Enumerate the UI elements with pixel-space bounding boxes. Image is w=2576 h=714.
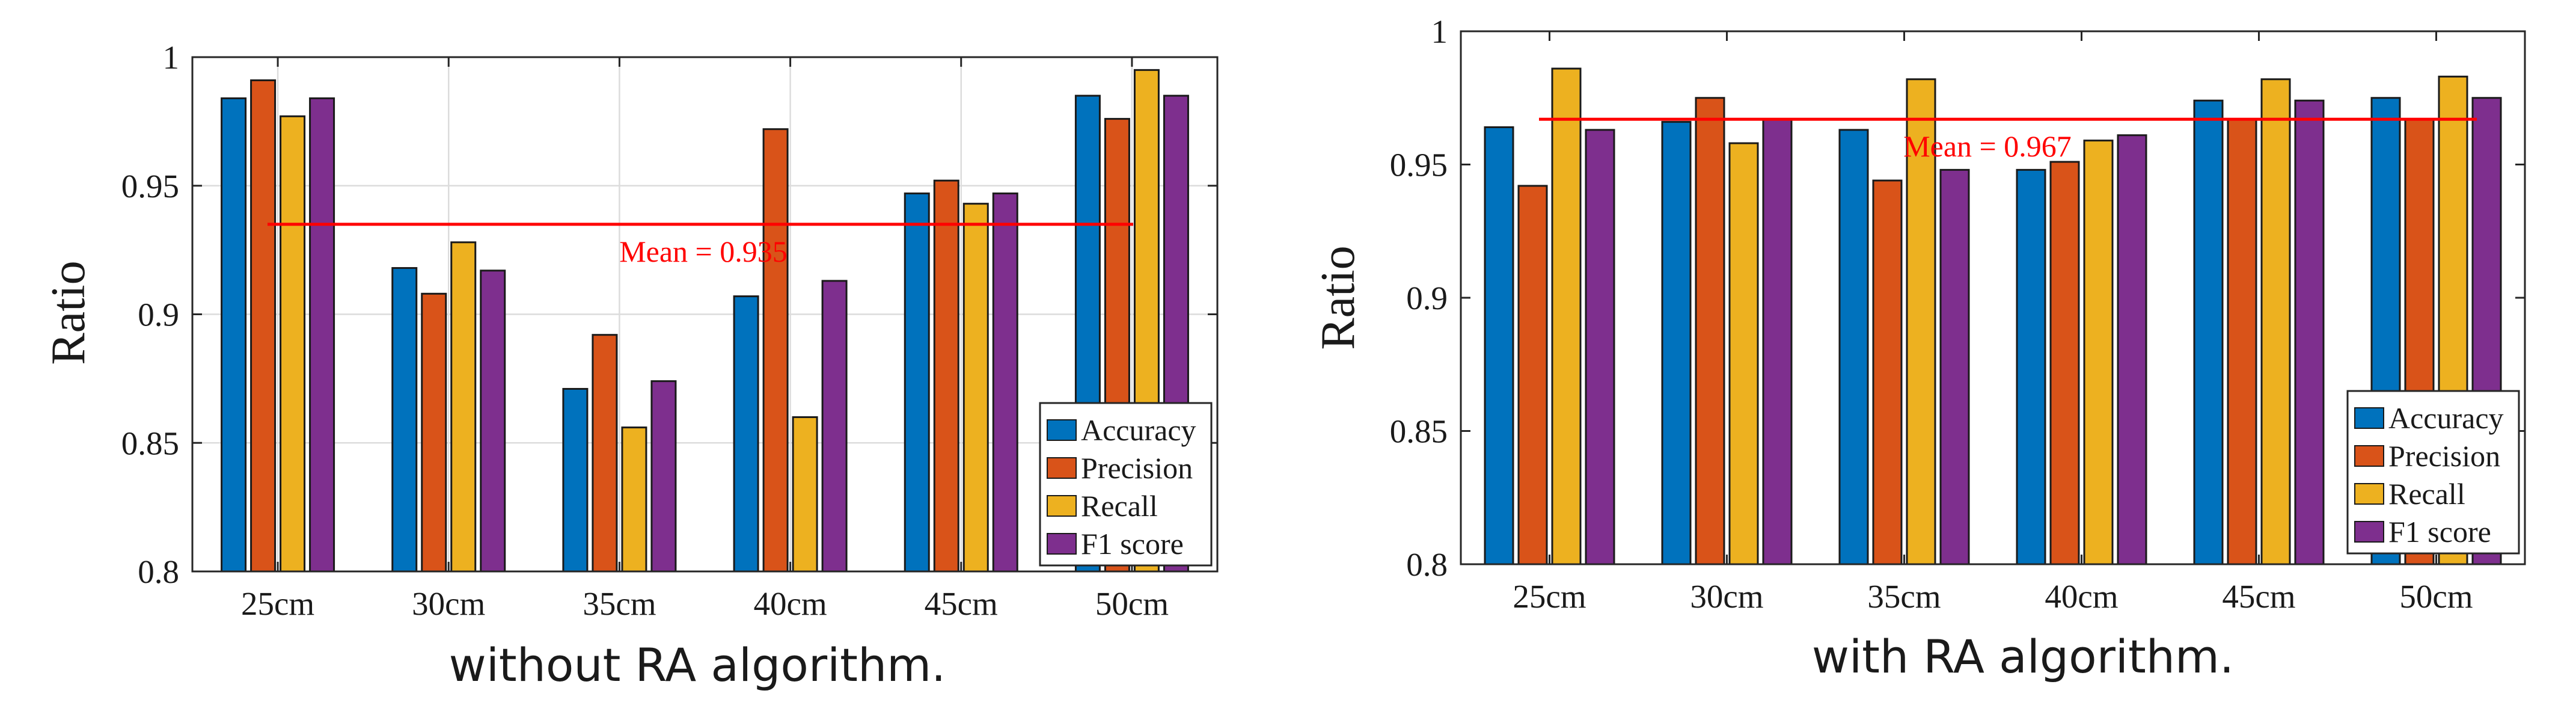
bar-45cm-precision: [933, 179, 959, 573]
bar-30cm-recall: [450, 241, 477, 573]
bar-35cm-recall: [621, 426, 647, 573]
bar-25cm-precision: [1517, 185, 1548, 565]
bar-40cm-recall: [2083, 140, 2114, 565]
bar-35cm-f1-score: [1939, 168, 1970, 565]
bar-25cm-f1-score: [309, 97, 335, 573]
y-tick-label: 0.85: [121, 425, 179, 461]
bar-40cm-accuracy: [2016, 168, 2046, 565]
y-tick-label: 0.8: [138, 553, 179, 590]
x-tick-label: 45cm: [925, 585, 998, 622]
chart-without-ra: 0.8 0.85 0.9 0.95 1 25cm 30cm 35cm 40cm 45cm 50cm R…: [42, 39, 1219, 692]
bar-30cm-accuracy: [391, 267, 418, 573]
legend-label-f1-score: F1 score: [1081, 527, 1184, 561]
bar-40cm-f1-score: [2117, 134, 2147, 565]
bar-25cm-precision: [250, 79, 277, 573]
legend-swatch-accuracy: [1047, 419, 1077, 441]
chart-caption: with RA algorithm.: [1812, 630, 2234, 683]
bar-45cm-f1-score: [2294, 99, 2325, 565]
legend-label-f1-score: F1 score: [2388, 515, 2491, 549]
x-tick-label: 25cm: [241, 585, 314, 622]
mean-label: Mean = 0.967: [1903, 129, 2072, 163]
x-tick-label: 25cm: [1513, 578, 1586, 615]
bar-35cm-accuracy: [1838, 129, 1869, 565]
bar-35cm-precision: [1872, 179, 1903, 565]
bar-25cm-accuracy: [1484, 126, 1514, 565]
legend-swatch-f1-score: [1047, 533, 1077, 555]
bar-30cm-accuracy: [1661, 121, 1692, 565]
x-tick-label: 30cm: [1690, 578, 1763, 615]
y-tick-label: 0.95: [1390, 147, 1448, 183]
legend-label-accuracy: Accuracy: [1081, 413, 1196, 447]
legend-swatch-precision: [1047, 457, 1077, 479]
bar-30cm-recall: [1728, 142, 1759, 565]
legend-swatch-recall: [1047, 495, 1077, 517]
chart-with-ra: 0.8 0.85 0.9 0.95 1 25cm 30cm 35cm 40cm 45cm 50cm R…: [1312, 13, 2526, 683]
bar-45cm-precision: [2227, 118, 2257, 565]
x-tick-label: 50cm: [1095, 585, 1169, 622]
y-tick-label: 1: [163, 39, 180, 76]
y-tick-label: 0.9: [138, 297, 179, 333]
x-tick-label: 40cm: [753, 585, 827, 622]
y-tick-label: 0.9: [1406, 280, 1448, 316]
bar-40cm-precision: [762, 128, 789, 573]
y-tick-label: 0.95: [121, 168, 179, 205]
y-axis-label: Ratio: [1312, 245, 1365, 349]
bar-45cm-accuracy: [904, 192, 930, 573]
legend-swatch-recall: [2354, 483, 2384, 505]
bar-35cm-precision: [592, 334, 618, 573]
bar-30cm-precision: [421, 292, 447, 573]
y-tick-label: 1: [1431, 13, 1448, 50]
bar-30cm-f1-score: [1762, 118, 1793, 565]
bar-25cm-recall: [1551, 67, 1582, 565]
chart-caption: without RA algorithm.: [449, 638, 946, 692]
bar-40cm-accuracy: [733, 295, 759, 573]
x-tick-label: 35cm: [1867, 578, 1941, 615]
mean-label: Mean = 0.935: [619, 235, 788, 268]
bar-25cm-accuracy: [221, 97, 247, 573]
x-tick-label: 50cm: [2399, 578, 2473, 615]
bar-45cm-f1-score: [992, 192, 1018, 573]
y-tick-label: 0.85: [1390, 413, 1448, 450]
legend-label-precision: Precision: [1081, 451, 1193, 485]
legend-label-recall: Recall: [1081, 489, 1158, 523]
y-tick-label: 0.8: [1406, 546, 1448, 583]
x-tick-label: 30cm: [412, 585, 485, 622]
bar-40cm-f1-score: [821, 280, 848, 573]
bar-35cm-f1-score: [650, 380, 677, 573]
legend-label-recall: Recall: [2388, 477, 2465, 511]
y-axis-label: Ratio: [42, 260, 95, 365]
x-tick-label: 45cm: [2222, 578, 2295, 615]
bar-40cm-recall: [792, 416, 818, 573]
x-tick-label: 40cm: [2045, 578, 2118, 615]
bar-25cm-f1-score: [1585, 129, 1615, 565]
legend-swatch-precision: [2354, 445, 2384, 467]
bar-45cm-accuracy: [2193, 99, 2224, 565]
bar-40cm-precision: [2049, 161, 2080, 565]
bar-30cm-f1-score: [480, 269, 506, 573]
legend-label-accuracy: Accuracy: [2388, 401, 2504, 435]
legend-swatch-f1-score: [2354, 521, 2384, 543]
x-tick-label: 35cm: [583, 585, 656, 622]
bar-45cm-recall: [2260, 78, 2291, 565]
bar-25cm-recall: [280, 115, 306, 573]
legend-label-precision: Precision: [2388, 439, 2500, 473]
bar-30cm-precision: [1695, 97, 1725, 565]
bar-45cm-recall: [962, 203, 989, 573]
legend-swatch-accuracy: [2354, 407, 2384, 429]
bar-35cm-accuracy: [562, 387, 589, 573]
bar-35cm-recall: [1906, 78, 1936, 565]
